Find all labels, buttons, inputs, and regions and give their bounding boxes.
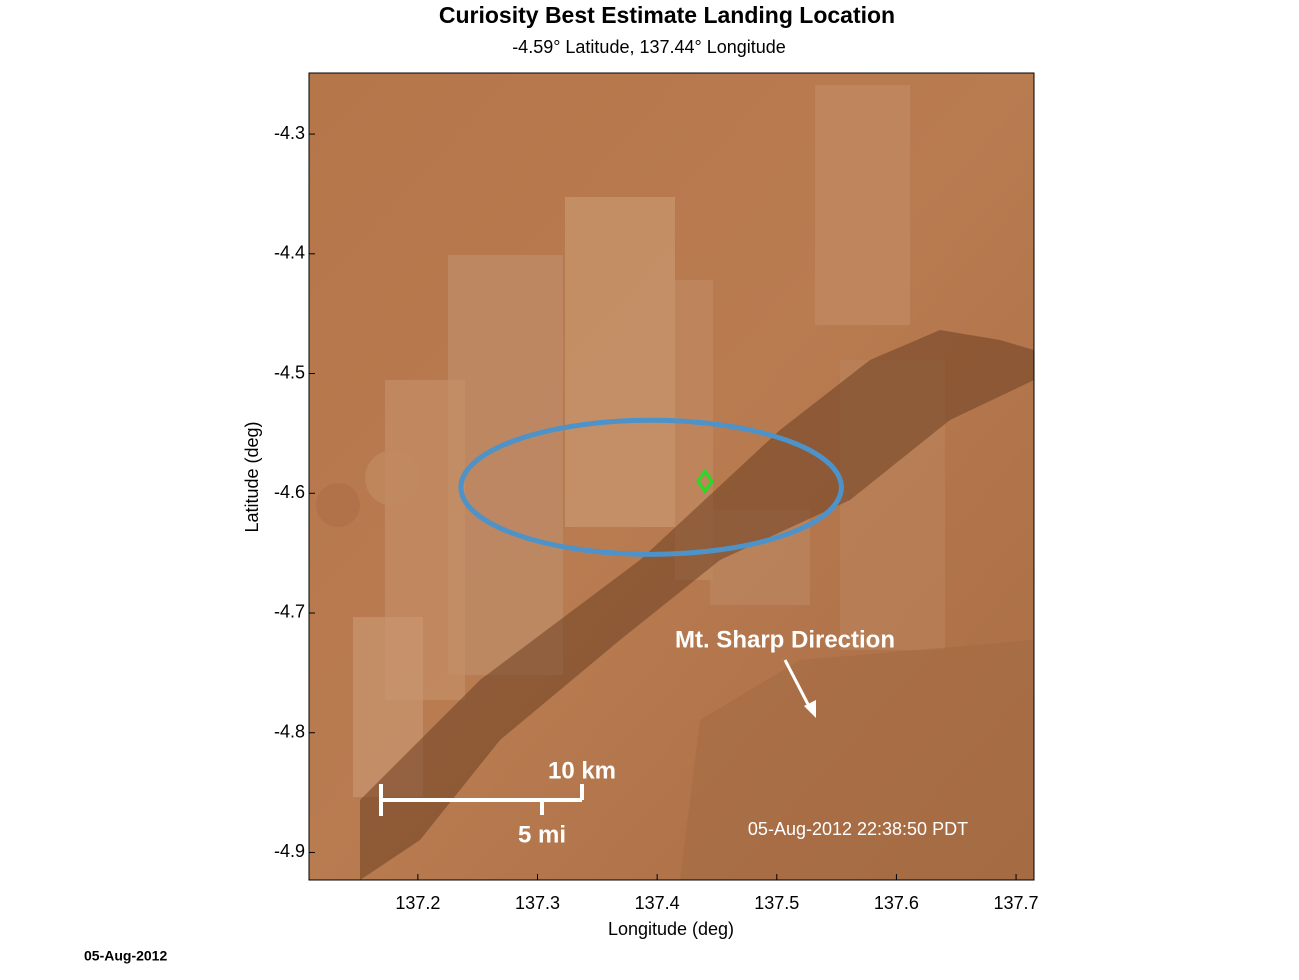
terrain-image xyxy=(309,73,1034,880)
x-tick-label: 137.6 xyxy=(874,893,919,913)
y-tick-label: -4.4 xyxy=(274,243,305,263)
annotation-arrowhead xyxy=(804,700,816,718)
y-tick-label: -4.9 xyxy=(274,841,305,861)
plot-frame xyxy=(308,72,1035,881)
footer-date: 05-Aug-2012 xyxy=(84,948,167,964)
x-tick-label: 137.5 xyxy=(754,893,799,913)
y-tick-label: -4.6 xyxy=(274,482,305,502)
annotation: Mt. Sharp Direction xyxy=(675,626,895,653)
y-tick-label: -4.5 xyxy=(274,362,305,382)
annotation-arrow xyxy=(783,659,814,713)
chart-title: Curiosity Best Estimate Landing Location xyxy=(439,2,895,28)
landing-ellipse xyxy=(458,417,844,557)
scale-mi: 5 mi xyxy=(518,821,566,848)
scale-bar xyxy=(379,784,584,816)
y-tick-label: -4.8 xyxy=(274,721,305,741)
y-axis-label: Latitude (deg) xyxy=(242,421,262,532)
x-tick-label: 137.3 xyxy=(515,893,560,913)
x-tick-label: 137.7 xyxy=(994,893,1039,913)
landing-point xyxy=(696,468,714,494)
timestamp: 05-Aug-2012 22:38:50 PDT xyxy=(748,819,968,839)
y-tick-label: -4.3 xyxy=(274,123,305,143)
y-tick-label: -4.7 xyxy=(274,602,305,622)
x-tick-label: 137.2 xyxy=(395,893,440,913)
x-tick-label: 137.4 xyxy=(635,893,680,913)
x-axis-label: Longitude (deg) xyxy=(608,919,734,939)
scale-km: 10 km xyxy=(548,757,616,784)
chart-subtitle: -4.59° Latitude, 137.44° Longitude xyxy=(512,37,786,57)
